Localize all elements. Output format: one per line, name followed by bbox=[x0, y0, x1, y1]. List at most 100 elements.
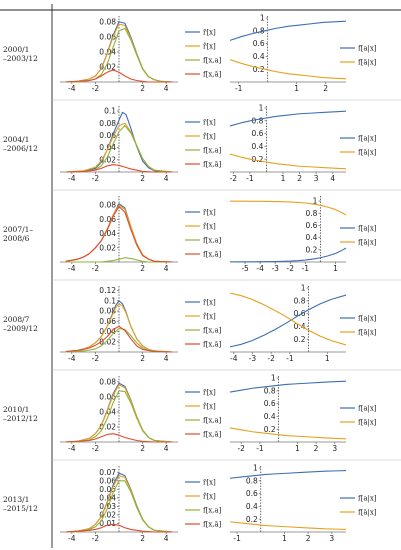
x-tick-label: -2 bbox=[267, 354, 275, 363]
x-tick-label: 2 bbox=[140, 264, 145, 273]
x-tick-label: 3 bbox=[332, 444, 337, 453]
period-label: 2004/1 bbox=[3, 135, 29, 144]
y-tick-label: 0.08 bbox=[99, 377, 116, 386]
x-tick-label: 1 bbox=[325, 354, 330, 363]
series-line-prob-1 bbox=[229, 200, 347, 216]
period-label: –2006/12 bbox=[3, 144, 38, 153]
series-line-prob-0 bbox=[229, 247, 347, 263]
legend-label: f[x,a] bbox=[203, 57, 222, 65]
period-label: 2007/1– bbox=[3, 225, 33, 234]
x-tick-label: -2 bbox=[287, 264, 295, 273]
legend-label: f[a|x] bbox=[358, 405, 377, 413]
x-tick-label: -5 bbox=[241, 264, 249, 273]
x-tick-label: 2 bbox=[140, 354, 145, 363]
legend-label: f[a|x] bbox=[358, 315, 377, 323]
series-line-prob-0 bbox=[229, 470, 347, 479]
series-line-density-3 bbox=[65, 205, 173, 263]
x-tick-label: 3 bbox=[329, 534, 334, 543]
period-label: –2003/12 bbox=[3, 54, 38, 63]
y-tick-label: 0.07 bbox=[99, 468, 116, 477]
series-line-density-2 bbox=[65, 327, 173, 353]
y-tick-label: 0.06 bbox=[99, 476, 116, 485]
series-line-density-0 bbox=[65, 111, 173, 173]
y-tick-label: 0.2 bbox=[246, 515, 258, 524]
legend-label: f[ā|x] bbox=[358, 509, 377, 517]
legend-label: f[x,a] bbox=[203, 417, 222, 425]
y-tick-label: 0.08 bbox=[99, 201, 116, 210]
x-tick-label: 4 bbox=[164, 174, 169, 183]
x-tick-label: 1 bbox=[295, 444, 300, 453]
y-tick-label: 0.6 bbox=[294, 309, 306, 318]
y-tick-label: 0.6 bbox=[264, 399, 276, 408]
y-tick-label: 0.4 bbox=[305, 233, 317, 242]
x-tick-label: 2 bbox=[140, 174, 145, 183]
y-tick-label: 0.2 bbox=[252, 155, 264, 164]
series-line-density-2 bbox=[65, 390, 173, 443]
y-tick-label: 0.8 bbox=[252, 116, 264, 125]
x-tick-label: -2 bbox=[92, 444, 100, 453]
y-tick-label: 0.04 bbox=[99, 327, 116, 336]
x-tick-label: 2 bbox=[306, 534, 311, 543]
x-tick-label: -1 bbox=[256, 444, 264, 453]
y-tick-label: 0.01 bbox=[99, 519, 116, 528]
legend-label: f[x,ā] bbox=[203, 341, 222, 349]
y-tick-label: 0.6 bbox=[252, 129, 264, 138]
x-tick-label: 4 bbox=[164, 84, 169, 93]
series-line-density-2 bbox=[65, 257, 173, 263]
y-tick-label: 0.2 bbox=[305, 245, 317, 254]
x-tick-label: 3 bbox=[314, 174, 319, 183]
x-tick-label: -2 bbox=[92, 264, 100, 273]
y-tick-label: 0.06 bbox=[99, 317, 116, 326]
x-tick-label: 1 bbox=[281, 174, 286, 183]
legend-label: r̂[x] bbox=[203, 42, 216, 51]
x-tick-label: 4 bbox=[164, 354, 169, 363]
series-line-density-3 bbox=[65, 433, 173, 443]
series-line-prob-0 bbox=[229, 294, 347, 348]
x-tick-label: -2 bbox=[92, 174, 100, 183]
y-tick-label: 1 bbox=[313, 197, 318, 206]
y-tick-label: 0.1 bbox=[104, 107, 116, 116]
y-tick-label: 0.02 bbox=[99, 423, 116, 432]
legend-label: r̄[x] bbox=[203, 209, 216, 217]
x-tick-label: -2 bbox=[230, 174, 238, 183]
legend-label: f[ā|x] bbox=[358, 59, 377, 67]
x-tick-label: 4 bbox=[164, 444, 169, 453]
series-line-prob-1 bbox=[229, 59, 347, 80]
x-tick-label: -4 bbox=[68, 444, 76, 453]
series-line-density-2 bbox=[65, 125, 173, 173]
x-tick-label: 2 bbox=[314, 444, 319, 453]
y-tick-label: 0.6 bbox=[305, 221, 317, 230]
legend-label: f[a|x] bbox=[358, 225, 377, 233]
y-tick-label: 0.02 bbox=[99, 337, 116, 346]
y-tick-label: 0.2 bbox=[253, 65, 265, 74]
y-tick-label: 0.2 bbox=[294, 335, 306, 344]
y-tick-label: 0.06 bbox=[99, 215, 116, 224]
x-tick-label: -3 bbox=[271, 264, 279, 273]
y-tick-label: 0.8 bbox=[305, 209, 317, 218]
legend-label: r̄[x] bbox=[203, 119, 216, 127]
x-tick-label: -4 bbox=[68, 354, 76, 363]
series-line-density-3 bbox=[65, 69, 173, 83]
series-line-density-3 bbox=[65, 164, 173, 173]
series-line-prob-1 bbox=[229, 427, 347, 440]
x-tick-label: -1 bbox=[286, 354, 294, 363]
series-line-prob-0 bbox=[229, 20, 347, 41]
x-tick-label: -4 bbox=[256, 264, 264, 273]
legend-label: r̄[x] bbox=[203, 389, 216, 397]
y-tick-label: 0.4 bbox=[252, 142, 264, 151]
y-tick-label: 0.12 bbox=[99, 286, 116, 295]
y-tick-label: 0.8 bbox=[294, 296, 306, 305]
x-tick-label: 2 bbox=[323, 84, 328, 93]
period-label: –2012/12 bbox=[3, 414, 38, 423]
x-tick-label: -4 bbox=[68, 534, 76, 543]
y-tick-label: 0.04 bbox=[99, 229, 116, 238]
x-tick-label: 2 bbox=[140, 444, 145, 453]
legend-label: f[a|x] bbox=[358, 45, 377, 53]
series-line-prob-1 bbox=[229, 292, 347, 346]
series-line-density-3 bbox=[65, 325, 173, 353]
period-label: 2000/1 bbox=[3, 45, 29, 54]
x-tick-label: -3 bbox=[249, 354, 257, 363]
y-tick-label: 0.04 bbox=[99, 493, 116, 502]
legend-label: r̄[x] bbox=[203, 29, 216, 37]
y-tick-label: 0.8 bbox=[253, 26, 265, 35]
